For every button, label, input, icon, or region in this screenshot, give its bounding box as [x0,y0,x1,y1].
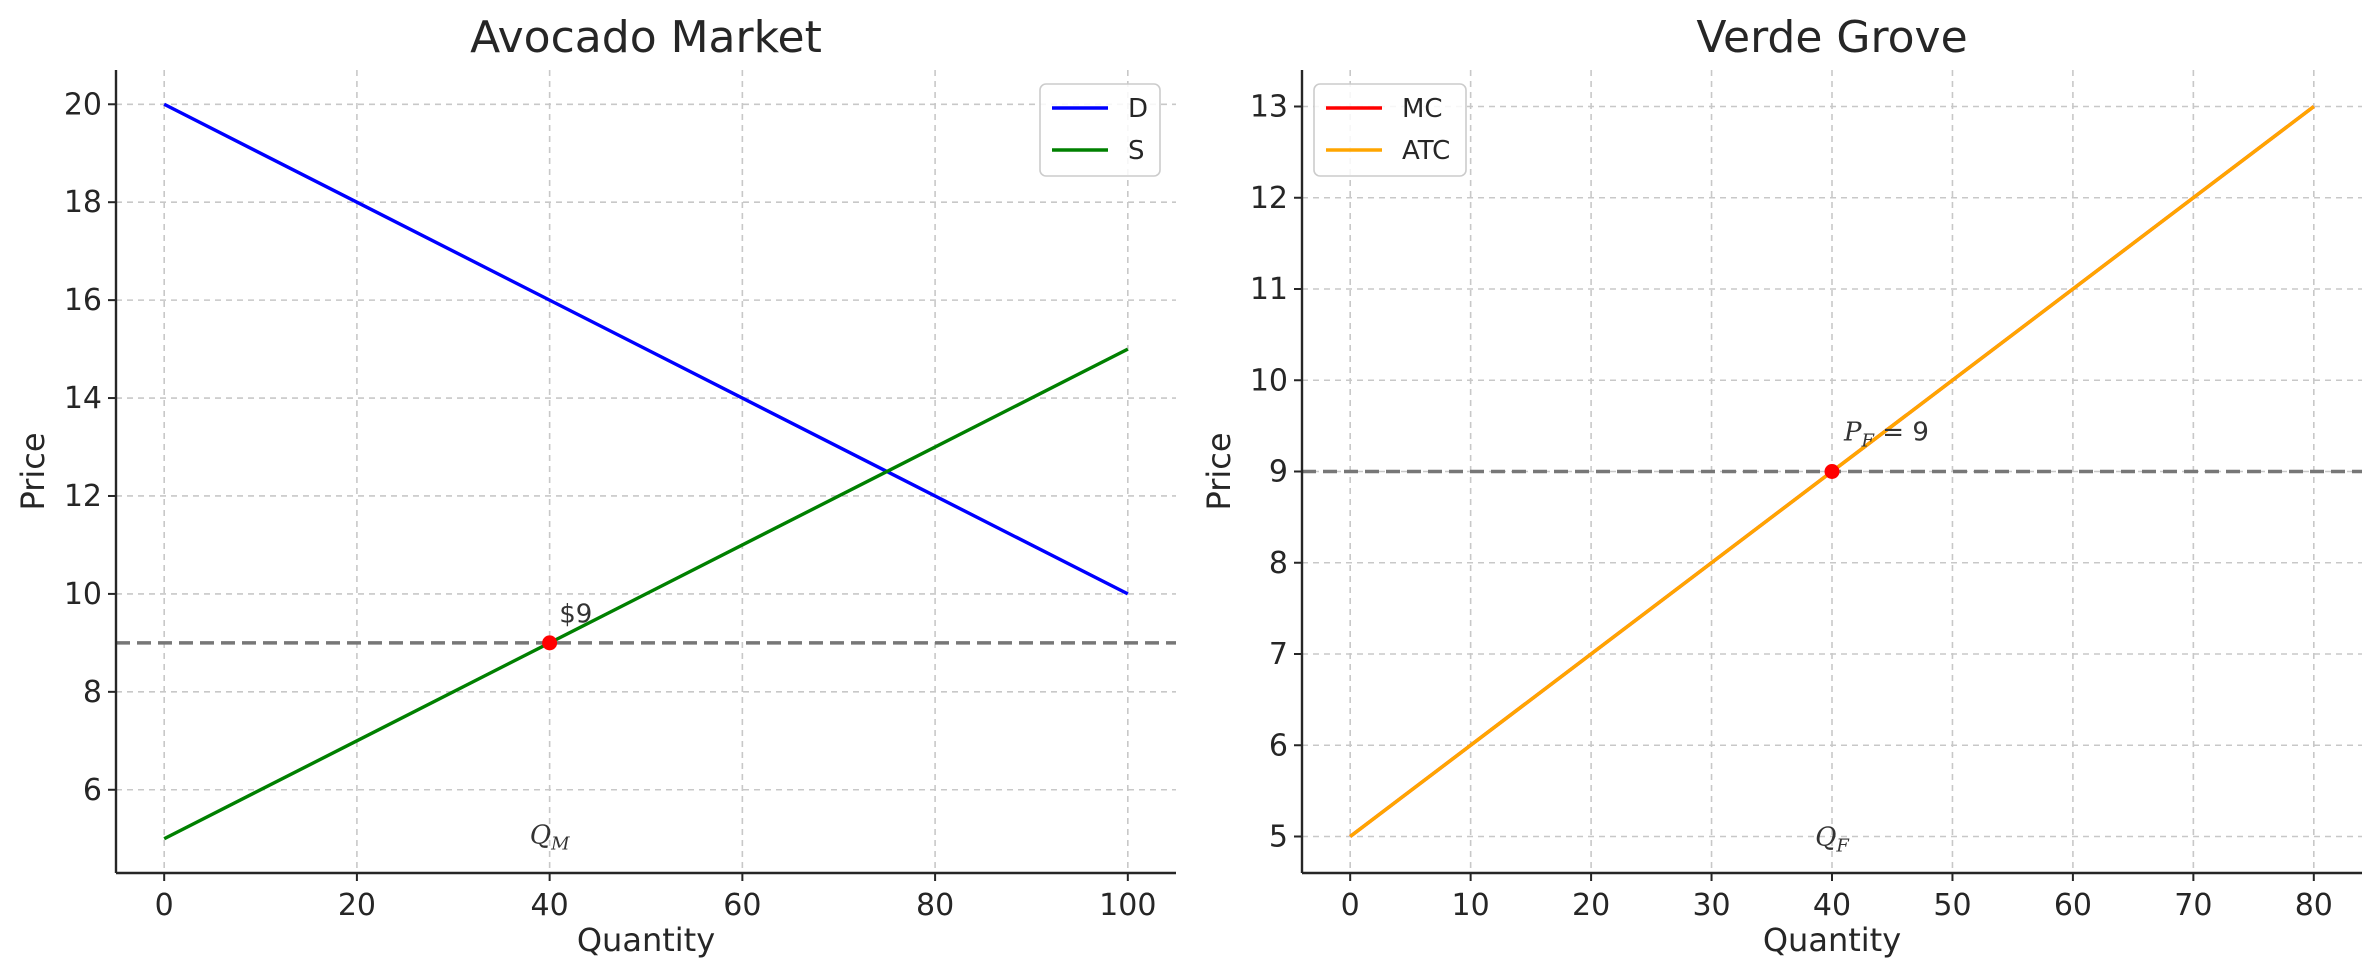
price-annotation: $9 [559,600,592,630]
legend-label-d: D [1128,94,1148,124]
y-tick-label: 11 [1250,272,1288,307]
subplot-1: 0 20 40 60 80 100 6 8 10 12 14 16 18 20 Avocado Market… [14,12,1176,959]
y-tick-label: 5 [1269,820,1288,855]
y-tick-label: 8 [1269,546,1288,581]
price-annotation: PF = 9 [1843,418,1929,452]
legend-label-s: S [1128,136,1145,166]
legend: MC ATC [1313,83,1467,177]
quantity-label-sub: F [1835,836,1850,857]
y-tick-label: 16 [64,283,102,318]
subplot-2: 0 10 20 30 40 50 60 70 80 5 6 7 8 9 10 11 12 13 Verde Grov… [1200,12,2362,959]
chart-title: Avocado Market [470,12,822,63]
quantity-label-main: Q [530,821,551,851]
x-axis-label: Quantity [1763,921,1901,959]
x-tick-label: 10 [1452,888,1490,923]
quantity-label: QM [530,821,570,855]
x-tick-label: 80 [916,888,954,923]
x-axis-label: Quantity [577,921,715,959]
y-tick-label: 9 [1269,455,1288,490]
y-tick-label: 20 [64,87,102,122]
y-tick-label: 7 [1269,637,1288,672]
legend-label-atc: ATC [1402,136,1450,166]
quantity-label-main: Q [1815,823,1836,853]
series-line-s [163,347,1129,841]
x-tick-label: 100 [1099,888,1156,923]
y-tick-label: 13 [1250,90,1288,125]
x-tick-label: 60 [723,888,761,923]
y-axis-label: Price [1200,432,1238,510]
series-line-d [163,102,1129,596]
x-tick-label: 70 [2174,888,2212,923]
x-tick-label: 40 [1813,888,1851,923]
y-tick-label: 10 [1250,363,1288,398]
legend-label-mc: MC [1402,94,1443,124]
legend: DS [1039,83,1161,177]
y-tick-label: 12 [1250,181,1288,216]
chart-title: Verde Grove [1696,12,1967,63]
y-axis-label: Price [14,432,52,510]
intersection-point [542,635,558,651]
annotation-main: P [1843,418,1862,448]
x-tick-label: 0 [155,888,174,923]
y-tick-label: 8 [83,675,102,710]
x-tick-label: 20 [1572,888,1610,923]
x-tick-label: 30 [1692,888,1730,923]
quantity-label-sub: M [550,834,570,855]
x-tick-label: 50 [1933,888,1971,923]
y-tick-label: 10 [64,577,102,612]
x-tick-label: 80 [2295,888,2333,923]
y-tick-label: 18 [64,185,102,220]
y-tick-label: 14 [64,381,102,416]
intersection-point [1824,464,1840,479]
x-tick-label: 60 [2054,888,2092,923]
y-tick-label: 6 [83,773,102,808]
x-tick-label: 0 [1341,888,1360,923]
quantity-label: QF [1815,823,1850,857]
y-tick-label: 6 [1269,728,1288,763]
x-tick-label: 40 [531,888,569,923]
x-tick-label: 20 [338,888,376,923]
annotation-tail: = 9 [1874,418,1929,448]
annotation-sub: F [1861,431,1876,452]
y-tick-label: 12 [64,479,102,514]
